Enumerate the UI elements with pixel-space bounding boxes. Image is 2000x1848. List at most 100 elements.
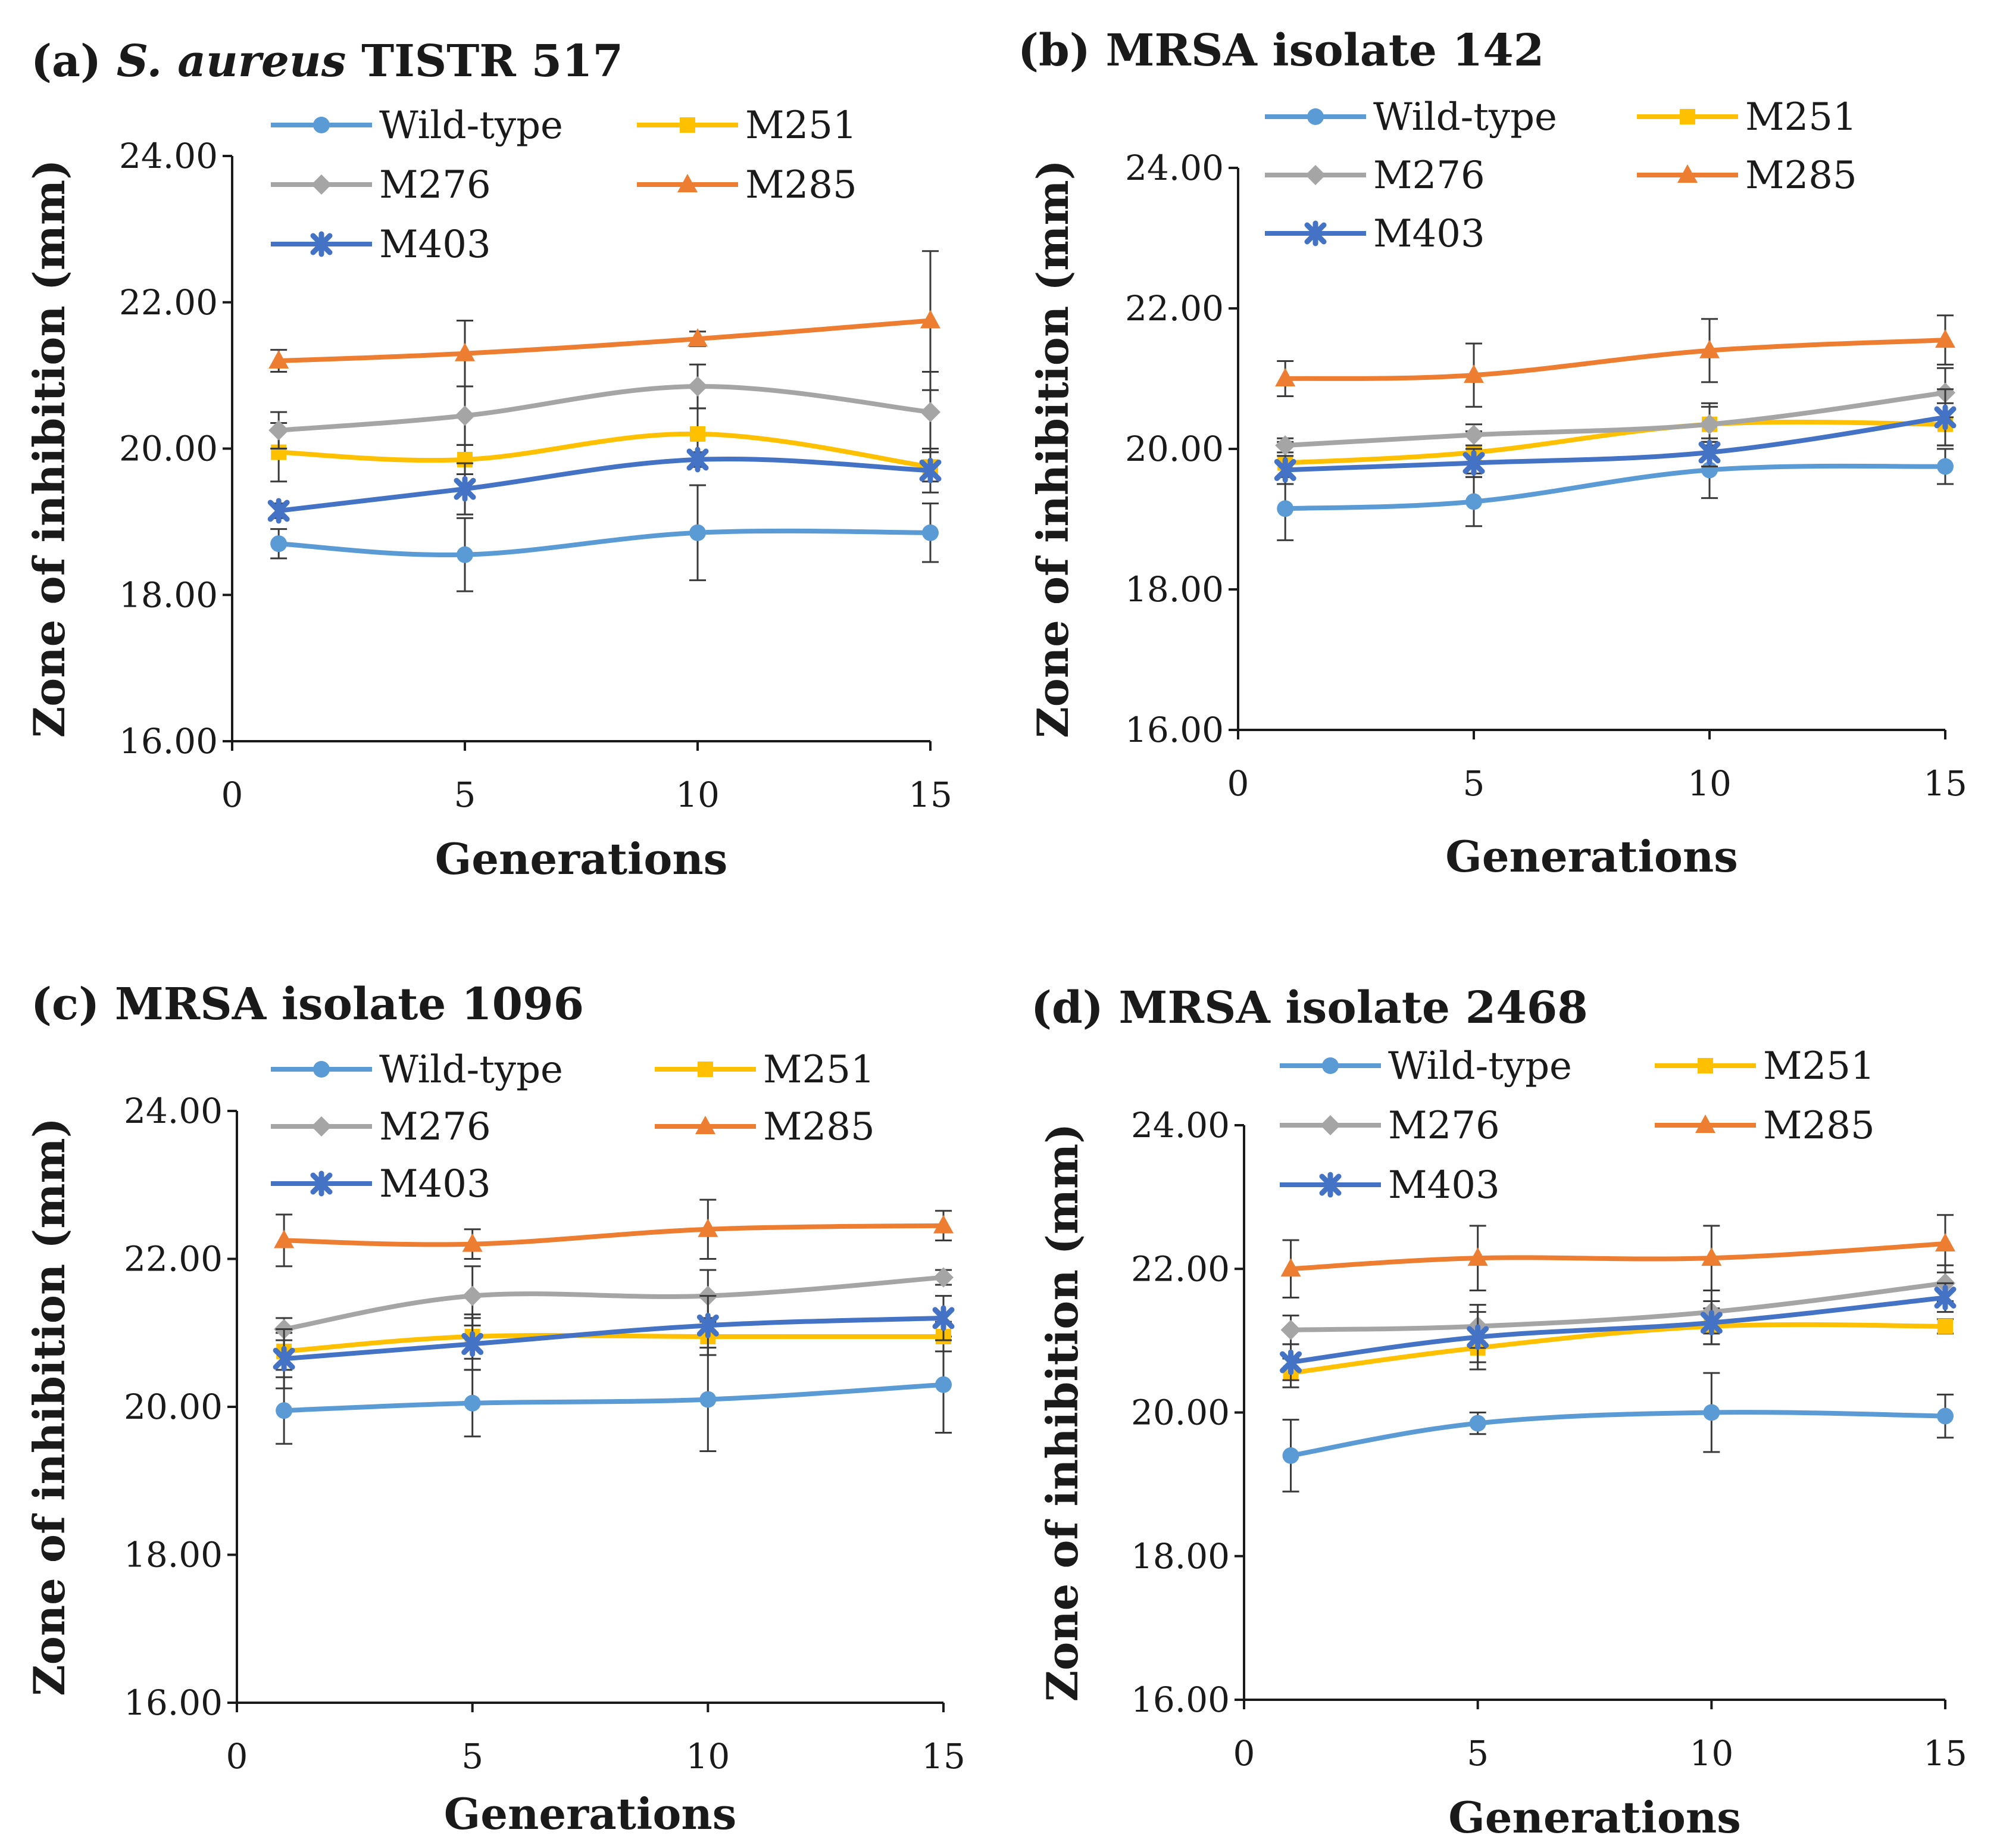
- chart-panel-d: (d) MRSA isolate 2468 16.00 18.00 20.00 22.0…: [1031, 982, 1967, 1843]
- x-axis-label: Generations: [435, 834, 728, 884]
- y-tick-label: 24.00: [119, 136, 218, 176]
- series-line: [1288, 1322, 1948, 1376]
- y-tick-label: 16.00: [1125, 710, 1224, 750]
- panel-title-italic: S. aureus: [117, 36, 346, 87]
- legend: Wild-type M251 M276 M285 M403: [271, 1048, 875, 1206]
- series-line: [1283, 414, 1948, 473]
- panel-title-rest: TISTR 517: [346, 36, 623, 87]
- data-point: [932, 1305, 955, 1331]
- legend-label: M403: [379, 1162, 491, 1206]
- data-point: [1938, 1318, 1953, 1334]
- y-tick-label: 16.00: [1131, 1680, 1230, 1720]
- series-line: [276, 431, 933, 470]
- x-axis-label: Generations: [1448, 1792, 1741, 1843]
- x-tick-label: 5: [1463, 763, 1485, 804]
- x-tick-label: 15: [1923, 763, 1967, 804]
- legend-swatch-marker: [698, 1062, 713, 1077]
- legend-label: M403: [379, 223, 491, 267]
- x-tick-label: 15: [921, 1736, 965, 1777]
- data-point: [690, 426, 705, 442]
- y-tick-label: 20.00: [119, 429, 218, 469]
- legend-item: M285: [655, 1105, 875, 1149]
- panel-title: (c) MRSA isolate 1096: [31, 979, 584, 1030]
- series-m403: [267, 447, 942, 524]
- data-point: [922, 524, 939, 541]
- series-line: [1288, 1410, 1948, 1458]
- data-point: [1935, 329, 1955, 348]
- series-line: [1283, 419, 1948, 466]
- series-m251: [1277, 402, 1954, 485]
- data-point: [455, 342, 475, 361]
- series-line: [282, 1315, 946, 1362]
- legend-label: M403: [1388, 1163, 1500, 1207]
- x-tick-label: 15: [908, 775, 952, 815]
- data-point: [1464, 424, 1484, 445]
- legend-item: M251: [1655, 1044, 1875, 1088]
- legend-label: M276: [1373, 154, 1485, 198]
- y-tick-label: 20.00: [1131, 1393, 1230, 1433]
- data-point: [1465, 493, 1482, 510]
- data-point: [1277, 500, 1294, 517]
- y-tick-label: 24.00: [124, 1091, 223, 1131]
- legend-item: Wild-type: [271, 1048, 563, 1092]
- panel-title: (a) S. aureus TISTR 517: [31, 36, 623, 87]
- data-point: [1698, 439, 1721, 466]
- legend-label: M251: [1763, 1044, 1875, 1088]
- data-point: [1280, 1349, 1302, 1375]
- data-point: [933, 1267, 954, 1288]
- legend-swatch-marker: [310, 1170, 333, 1197]
- legend-swatch-marker: [1304, 220, 1327, 246]
- legend-label: M276: [1388, 1104, 1500, 1148]
- legend-item: M403: [1280, 1163, 1500, 1207]
- panel-title-rest: MRSA isolate 2468: [1119, 982, 1588, 1034]
- x-tick-label: 5: [461, 1736, 483, 1777]
- legend-swatch-marker: [1680, 109, 1695, 124]
- panel-title-rest: MRSA isolate 142: [1106, 25, 1545, 76]
- legend-label: M285: [745, 163, 857, 207]
- series-line: [1283, 390, 1948, 448]
- legend-label: M285: [1745, 154, 1857, 198]
- panel-title: (d) MRSA isolate 2468: [1031, 982, 1588, 1034]
- data-point: [454, 476, 476, 502]
- y-tick-label: 16.00: [119, 721, 218, 761]
- data-point: [1934, 404, 1957, 430]
- legend-item: M403: [1265, 212, 1485, 256]
- data-point: [920, 402, 940, 423]
- legend-swatch-marker: [311, 174, 332, 195]
- data-point: [1469, 1415, 1486, 1432]
- legend-label: M251: [1745, 95, 1857, 139]
- chart-panel-b: (b) MRSA isolate 142 16.00 18.00 20.00 22.00…: [1018, 25, 1967, 882]
- legend-item: Wild-type: [1265, 95, 1557, 139]
- data-point: [698, 1218, 718, 1237]
- data-point: [1467, 1324, 1489, 1350]
- data-point: [1937, 458, 1954, 475]
- legend-label: Wild-type: [1388, 1044, 1572, 1088]
- data-point: [455, 405, 475, 426]
- legend-swatch-marker: [1319, 1172, 1342, 1198]
- panel-title-prefix: (b): [1018, 25, 1106, 76]
- legend-swatch-marker: [1305, 165, 1326, 185]
- y-tick-label: 20.00: [124, 1387, 223, 1427]
- y-tick-label: 20.00: [1125, 429, 1224, 469]
- data-point: [919, 457, 942, 483]
- legend-label: M251: [745, 104, 857, 148]
- x-tick-label: 10: [1688, 763, 1732, 804]
- data-point: [1274, 457, 1296, 483]
- legend-swatch-marker: [680, 117, 695, 133]
- legend-item: M285: [1637, 154, 1857, 198]
- series-line: [276, 528, 933, 558]
- legend-item: M276: [1265, 154, 1485, 198]
- series-m403: [1280, 1282, 1957, 1381]
- legend-item: M403: [271, 223, 491, 267]
- series-line: [1288, 1295, 1948, 1365]
- legend-swatch-marker: [311, 1116, 332, 1137]
- legend-swatch-marker: [313, 1061, 330, 1078]
- y-axis-label: Zone of inhibition (mm): [1027, 160, 1078, 738]
- data-point: [270, 535, 288, 552]
- data-point: [933, 1215, 954, 1234]
- legend-swatch-marker: [1698, 1058, 1713, 1073]
- series-m403: [273, 1295, 955, 1390]
- series-m276: [274, 1265, 954, 1341]
- legend-swatch-marker: [313, 117, 330, 133]
